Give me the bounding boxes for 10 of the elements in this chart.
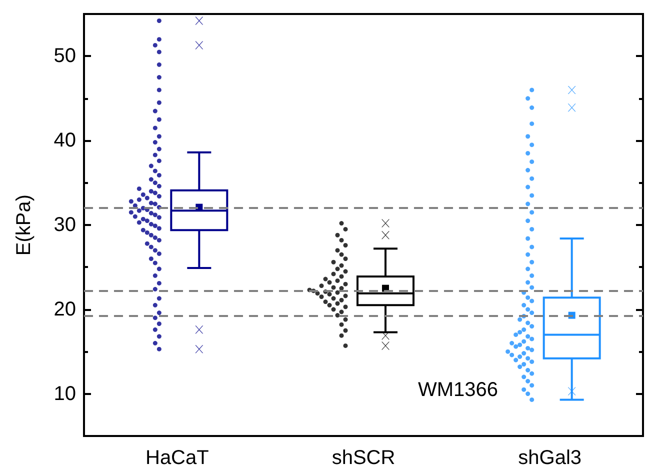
y-tick-label: 30 xyxy=(54,214,76,236)
y-tick-label: 10 xyxy=(54,382,76,405)
y-tick-label: 40 xyxy=(54,130,76,152)
x-tick-label: HaCaT xyxy=(145,447,209,469)
y-tick-label: 50 xyxy=(54,45,76,68)
y-tick-label: 20 xyxy=(54,298,76,320)
annotation: WM1366 xyxy=(418,379,498,401)
y-axis-title: E(kPa) xyxy=(13,194,35,256)
x-tick-label: shGal3 xyxy=(518,447,582,469)
x-tick-label: shSCR xyxy=(332,447,396,469)
